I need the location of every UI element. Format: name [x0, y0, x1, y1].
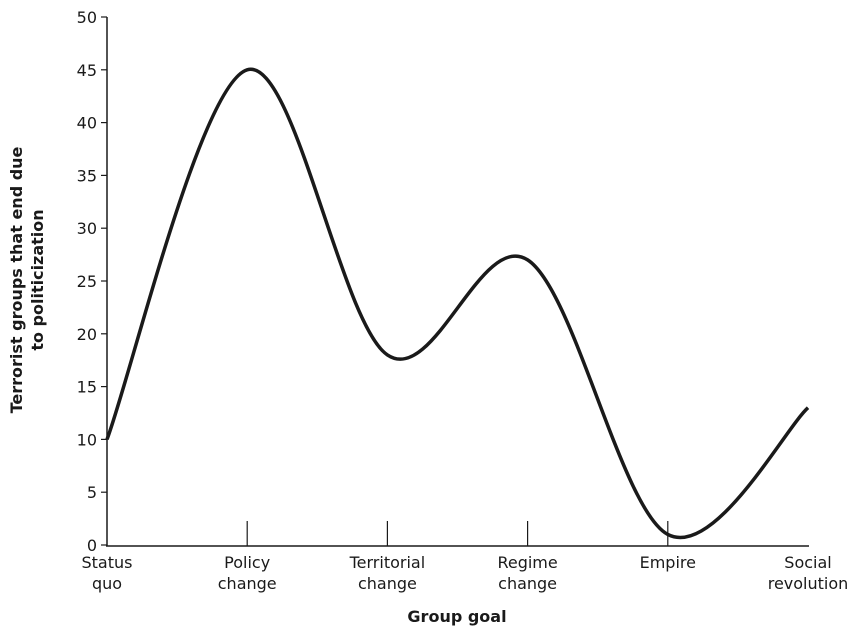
y-tick-label: 0	[87, 536, 97, 555]
x-tick-label: Social revolution	[768, 553, 849, 593]
y-tick-label: 25	[77, 272, 97, 291]
y-tick-label: 5	[87, 483, 97, 502]
y-tick-label: 10	[77, 430, 97, 449]
y-tick-label: 45	[77, 61, 97, 80]
x-tick-label: Regime change	[497, 553, 557, 593]
x-axis-title: Group goal	[407, 607, 506, 626]
y-tick-label: 30	[77, 219, 97, 238]
y-axis-title: Terrorist groups that end due	[7, 146, 26, 413]
y-axis-title: to politicization	[28, 209, 47, 350]
x-tick-label: Empire	[640, 553, 696, 572]
y-tick-label: 15	[77, 378, 97, 397]
y-tick-label: 40	[77, 114, 97, 133]
x-tick-label: Policy change	[218, 553, 277, 593]
y-tick-label: 20	[77, 325, 97, 344]
x-tick-label: Status quo	[82, 553, 133, 593]
line	[105, 67, 810, 540]
x-tick-label: Territorial change	[349, 553, 426, 593]
y-tick-label: 50	[77, 8, 97, 27]
y-tick-label: 35	[77, 166, 97, 185]
